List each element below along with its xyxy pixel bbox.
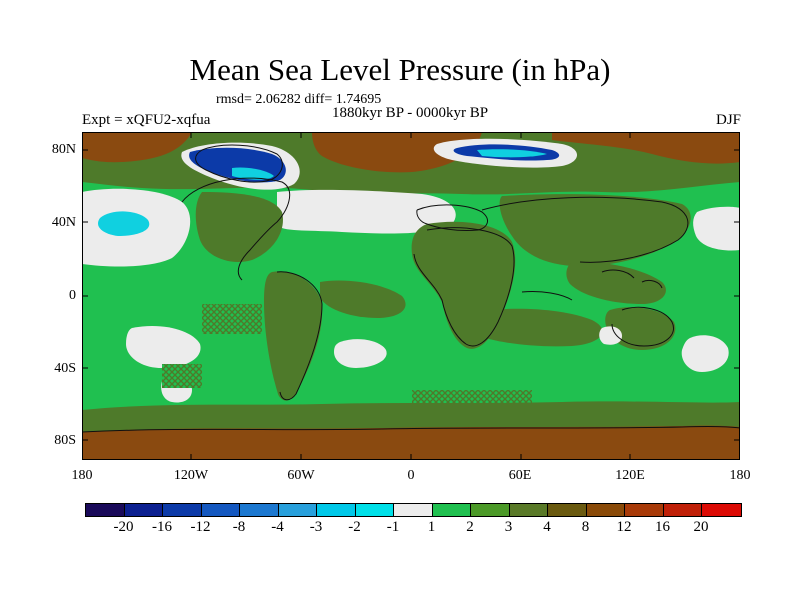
period-subtitle: 1880kyr BP - 0000kyr BP — [331, 105, 489, 121]
north-america-olive — [195, 192, 283, 262]
legend-label: 16 — [655, 519, 670, 535]
atlantic-pale — [277, 189, 456, 234]
lon-label-180e: 180 — [729, 468, 751, 483]
legend-swatch — [548, 504, 587, 516]
lon-label-120w: 120W — [173, 468, 209, 483]
legend-swatch — [124, 504, 163, 516]
lon-label-120e: 120E — [615, 468, 645, 483]
south-pacific-pale — [126, 325, 201, 368]
south-atlantic-pale — [334, 339, 387, 368]
north-pacific-cyan — [98, 211, 150, 236]
stats-label: rmsd= 2.06282 diff= 1.74695 — [216, 92, 382, 107]
legend-swatch — [86, 504, 125, 516]
legend-swatch — [394, 504, 433, 516]
lat-label-80n: 80N — [51, 142, 76, 157]
legend-label: 20 — [693, 519, 709, 535]
map-title: Mean Sea Level Pressure (in hPa) — [189, 52, 611, 87]
asia-olive — [499, 194, 691, 267]
siberia-cyan — [477, 149, 547, 158]
hatch-zone-pacific — [202, 304, 262, 334]
east-pacific-pale — [693, 206, 740, 251]
legend-swatch — [432, 504, 471, 516]
experiment-label: Expt = xQFU2-xqfua — [82, 112, 211, 128]
antarctica-brown — [82, 425, 740, 460]
legend-label: -12 — [190, 519, 211, 535]
tasman-pale — [681, 335, 729, 372]
legend-swatch — [663, 504, 702, 516]
legend-label: -20 — [113, 519, 134, 535]
legend-swatch — [317, 504, 356, 516]
legend-swatch — [278, 504, 317, 516]
legend-swatch — [702, 504, 741, 516]
australia-olive — [605, 307, 676, 350]
legend-swatch — [163, 504, 202, 516]
lat-label-40s: 40S — [54, 361, 76, 376]
color-legend-bar — [85, 503, 742, 517]
lon-label-0: 0 — [407, 468, 415, 483]
arctic-brown-east — [552, 132, 740, 164]
legend-label: 1 — [427, 519, 436, 535]
legend-swatch — [509, 504, 548, 516]
legend-label: -1 — [386, 519, 400, 535]
legend-label: 2 — [466, 519, 474, 535]
legend-label: -3 — [309, 519, 323, 535]
lat-label-40n: 40N — [51, 215, 76, 230]
arctic-brown-center — [312, 132, 482, 173]
legend-label: -4 — [271, 519, 284, 535]
legend-label: 12 — [616, 519, 632, 535]
hatch-zone-south — [162, 364, 202, 388]
season-label: DJF — [715, 112, 741, 128]
greenland-cyan — [232, 167, 274, 180]
lon-label-180w: 180 — [71, 468, 93, 483]
legend-swatch — [625, 504, 664, 516]
tick-marks — [82, 132, 740, 460]
legend-swatch — [471, 504, 510, 516]
legend-label: 8 — [581, 519, 590, 535]
lon-label-60e: 60E — [508, 468, 532, 483]
lon-label-60w: 60W — [287, 468, 315, 483]
legend-swatch — [586, 504, 625, 516]
atlantic-olive-band — [320, 280, 406, 318]
legend-swatch — [201, 504, 240, 516]
lat-label-80s: 80S — [54, 433, 76, 448]
legend-swatch — [355, 504, 394, 516]
legend-label: 3 — [504, 519, 513, 535]
pressure-map — [82, 132, 740, 460]
arctic-brown-west — [82, 132, 192, 163]
legend-label: -16 — [152, 519, 172, 535]
south-america-olive — [264, 271, 323, 401]
legend-swatch — [240, 504, 279, 516]
indian-pale — [599, 326, 622, 345]
legend-label: 4 — [543, 519, 551, 535]
legend-label: -8 — [232, 519, 246, 535]
indian-ocean-olive — [472, 308, 603, 347]
maritime-olive — [566, 261, 666, 304]
lat-label-0: 0 — [69, 288, 76, 303]
legend-label: -2 — [348, 519, 361, 535]
coastlines — [82, 144, 740, 433]
